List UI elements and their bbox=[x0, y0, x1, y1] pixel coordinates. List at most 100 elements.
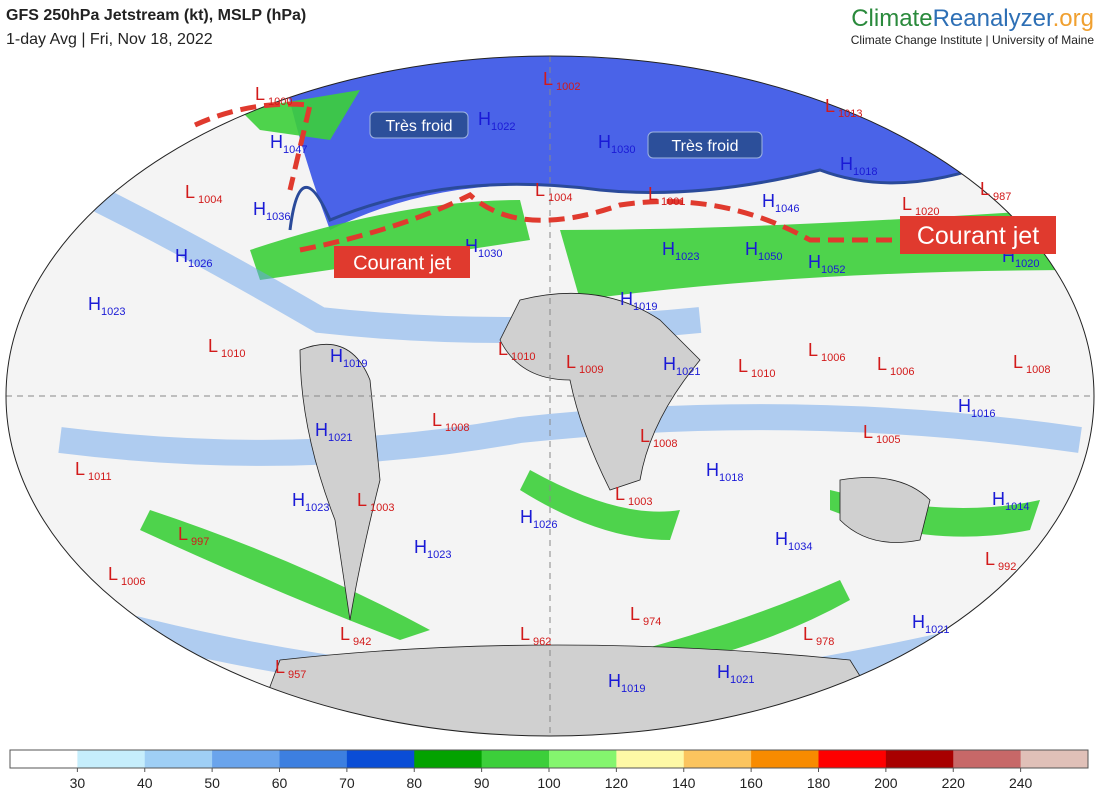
center-kind: H bbox=[598, 132, 611, 152]
center-value: 997 bbox=[191, 536, 209, 548]
center-kind: H bbox=[478, 109, 491, 129]
center-value: 1010 bbox=[751, 368, 775, 380]
center-value: 1014 bbox=[1005, 501, 1029, 513]
center-kind: H bbox=[330, 346, 343, 366]
center-kind: H bbox=[992, 489, 1005, 509]
center-value: 1020 bbox=[1015, 258, 1039, 270]
land bbox=[299, 343, 381, 621]
colorbar-bin bbox=[1020, 750, 1089, 768]
center-kind: H bbox=[958, 396, 971, 416]
colorbar-bin bbox=[481, 750, 550, 768]
colorbar-tick-label: 50 bbox=[204, 775, 220, 791]
colorbar-bin bbox=[885, 750, 954, 768]
center-value: 1036 bbox=[266, 211, 290, 223]
colorbar-tick-label: 220 bbox=[942, 775, 966, 791]
colorbar-tick-label: 80 bbox=[406, 775, 422, 791]
land bbox=[249, 644, 901, 736]
colorbar-bin bbox=[953, 750, 1022, 768]
center-value: 1021 bbox=[925, 624, 949, 636]
center-value: 942 bbox=[353, 636, 371, 648]
center-kind: H bbox=[662, 239, 675, 259]
center-kind: L bbox=[178, 524, 188, 544]
center-kind: H bbox=[808, 252, 821, 272]
center-value: 1005 bbox=[876, 434, 900, 446]
colorbar-bin bbox=[616, 750, 685, 768]
center-kind: L bbox=[75, 459, 85, 479]
center-kind: H bbox=[840, 154, 853, 174]
center-value: 1023 bbox=[427, 549, 451, 561]
colorbar-bin bbox=[77, 750, 146, 768]
center-value: 1021 bbox=[730, 674, 754, 686]
center-kind: L bbox=[615, 484, 625, 504]
globe bbox=[6, 56, 1094, 736]
center-value: 1026 bbox=[188, 258, 212, 270]
center-kind: L bbox=[985, 549, 995, 569]
center-value: 957 bbox=[288, 669, 306, 681]
center-kind: H bbox=[520, 507, 533, 527]
center-value: 1000 bbox=[268, 96, 292, 108]
center-value: 962 bbox=[533, 636, 551, 648]
colorbar-bin bbox=[751, 750, 819, 768]
annotations: Très froid Très froid Courant jet Courant j… bbox=[334, 111, 1056, 278]
center-value: 1011 bbox=[88, 471, 112, 483]
center-value: 1002 bbox=[556, 81, 580, 93]
colorbar-tick-label: 240 bbox=[1009, 775, 1033, 791]
colorbar-bin bbox=[279, 750, 348, 768]
center-kind: L bbox=[520, 624, 530, 644]
center-kind: L bbox=[255, 84, 265, 104]
center-kind: H bbox=[717, 662, 730, 682]
center-kind: L bbox=[803, 624, 813, 644]
jet-label: Courant jet bbox=[917, 222, 1039, 250]
colorbar-tick-label: 140 bbox=[672, 775, 696, 791]
center-kind: L bbox=[185, 182, 195, 202]
jet-box bbox=[900, 216, 1056, 254]
colorbar-bin bbox=[683, 750, 752, 768]
center-value: 1034 bbox=[788, 541, 812, 553]
title: GFS 250hPa Jetstream (kt), MSLP (hPa) bbox=[6, 7, 306, 24]
center-value: 1030 bbox=[611, 144, 635, 156]
center-value: 1021 bbox=[328, 432, 352, 444]
brand-end: .org bbox=[1053, 5, 1094, 32]
center-value: 1010 bbox=[221, 348, 245, 360]
center-value: 1006 bbox=[890, 366, 914, 378]
center-kind: H bbox=[292, 490, 305, 510]
center-kind: H bbox=[620, 289, 633, 309]
center-value: 1019 bbox=[621, 683, 645, 695]
center-value: 1001 bbox=[661, 196, 685, 208]
center-value: 1046 bbox=[775, 203, 799, 215]
center-kind: H bbox=[315, 420, 328, 440]
center-kind: L bbox=[357, 490, 367, 510]
colorbar-tick-label: 60 bbox=[272, 775, 288, 791]
cold-label: Très froid bbox=[386, 118, 453, 135]
center-value: 1004 bbox=[548, 192, 572, 204]
center-kind: H bbox=[175, 246, 188, 266]
center-value: 1003 bbox=[628, 496, 652, 508]
colorbar-bin bbox=[818, 750, 887, 768]
center-value: 1022 bbox=[491, 121, 515, 133]
colorbar-bin bbox=[549, 750, 617, 768]
center-value: 1010 bbox=[511, 351, 535, 363]
center-kind: H bbox=[706, 460, 719, 480]
center-value: 1018 bbox=[853, 166, 877, 178]
center-value: 1030 bbox=[478, 248, 502, 260]
brand-mid: Reanalyzer bbox=[933, 5, 1054, 32]
brand: ClimateReanalyzer.org bbox=[851, 5, 1094, 32]
center-value: 1019 bbox=[633, 301, 657, 313]
cold-label: Très froid bbox=[672, 138, 739, 155]
colorbar: 30 40 50 60 70 80 90 100 120 140 160 180 200 220 240 bbox=[9, 749, 1089, 791]
center-value: 1019 bbox=[343, 358, 367, 370]
center-value: 1006 bbox=[121, 576, 145, 588]
center-kind: H bbox=[608, 671, 621, 691]
center-value: 978 bbox=[816, 636, 834, 648]
center-kind: L bbox=[566, 352, 576, 372]
cold-box bbox=[369, 111, 469, 139]
center-kind: L bbox=[543, 69, 553, 89]
colorbar-bin bbox=[414, 750, 483, 768]
brand-sub: Climate Change Institute | University of… bbox=[851, 33, 1095, 47]
center-kind: H bbox=[912, 612, 925, 632]
center-kind: L bbox=[877, 354, 887, 374]
center-kind: L bbox=[980, 179, 990, 199]
center-kind: L bbox=[340, 624, 350, 644]
colorbar-bin bbox=[10, 750, 78, 768]
